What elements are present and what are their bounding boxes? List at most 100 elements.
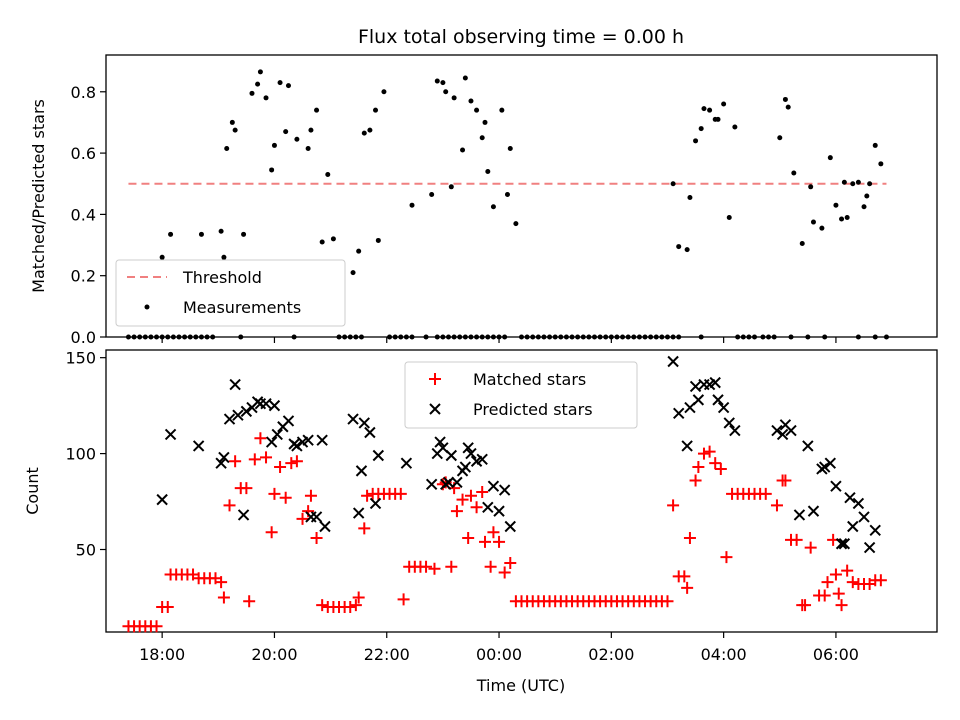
measurement-point — [474, 334, 480, 340]
measurement-points — [125, 69, 889, 340]
predicted-point — [260, 398, 272, 410]
count-y-ticks: 50 100 150 — [65, 349, 106, 560]
matched-point — [394, 487, 407, 500]
measurement-point — [353, 334, 359, 340]
measurement-point — [398, 334, 404, 340]
measurement-point — [423, 334, 429, 340]
matched-point — [217, 591, 230, 604]
measurement-point — [698, 126, 704, 132]
predicted-point — [425, 478, 438, 490]
measurement-point — [440, 334, 446, 340]
measurement-point — [507, 145, 513, 151]
measurement-point — [409, 202, 415, 208]
measurement-point — [347, 334, 353, 340]
matched-point — [874, 574, 887, 587]
matched-point — [420, 560, 433, 573]
measurement-point — [785, 104, 791, 110]
measurement-point — [330, 236, 336, 242]
measurement-point — [603, 334, 609, 340]
predicted-point — [498, 484, 511, 496]
predicted-point — [863, 541, 876, 554]
predicted-point — [852, 497, 865, 510]
measurement-point — [827, 155, 833, 161]
measurement-point — [392, 334, 398, 340]
matched-point — [681, 581, 694, 594]
measurement-point — [653, 334, 659, 340]
measurement-point — [519, 334, 524, 340]
measurement-point — [125, 334, 131, 340]
matched-point — [161, 601, 174, 614]
predicted-point — [358, 417, 370, 429]
matched-point — [714, 462, 727, 475]
measurement-point — [822, 334, 828, 340]
matched-point — [846, 576, 859, 589]
matched-point — [361, 489, 374, 502]
predicted-point — [316, 434, 328, 446]
predicted-point — [215, 457, 227, 469]
predicted-point — [869, 524, 881, 537]
measurement-point — [735, 334, 741, 340]
measurement-point — [535, 334, 541, 340]
matched-point — [779, 474, 792, 487]
matched-legend-label: Matched stars — [473, 370, 586, 389]
measurement-point — [676, 334, 682, 340]
measurement-point — [238, 334, 244, 340]
matched-point — [243, 595, 256, 608]
measurement-point — [381, 89, 387, 95]
measurement-point — [631, 334, 637, 340]
predicted-point — [237, 509, 250, 521]
measurement-point — [137, 334, 143, 340]
count-plot-frame — [105, 349, 938, 633]
predicted-point — [445, 449, 458, 462]
measurement-point — [249, 90, 255, 96]
predicted-point — [824, 457, 837, 469]
matched-point — [832, 587, 845, 600]
measurement-point — [878, 161, 884, 167]
measurement-point — [810, 219, 816, 225]
measurement-point — [271, 142, 277, 148]
measurement-point — [159, 254, 165, 260]
ratio-y-tick-label: 0.6 — [71, 144, 96, 163]
measurement-point — [198, 231, 204, 237]
matched-point — [296, 512, 309, 525]
predicted-point — [223, 413, 236, 425]
matched-point — [829, 568, 842, 581]
measurement-point — [263, 95, 269, 101]
measurement-point — [291, 334, 297, 340]
ratio-panel: 0.00.20.40.60.8 Matched/Predicted stars … — [29, 54, 938, 347]
matched-point — [464, 489, 477, 502]
measurement-point — [861, 204, 867, 210]
predicted-point — [291, 440, 303, 452]
matched-point — [310, 532, 323, 544]
predicted-point — [776, 428, 789, 441]
predicted-point — [723, 417, 735, 429]
predicted-point — [462, 442, 474, 454]
measurement-point — [777, 135, 783, 141]
measurement-point — [580, 334, 586, 340]
predicted-point — [268, 399, 281, 412]
measurement-point — [839, 216, 845, 222]
count-panel: 50 100 150 18:00 20:00 22:00 00:00 02:00 04:00 0… — [23, 349, 938, 695]
predicted-point — [673, 407, 685, 420]
measurement-point — [375, 237, 381, 243]
predicted-point — [667, 355, 679, 368]
measurement-point — [693, 138, 699, 144]
matched-point — [790, 533, 803, 546]
predicted-point — [712, 394, 724, 406]
measurement-point — [387, 334, 393, 340]
measurement-point — [131, 334, 137, 340]
measurement-point — [224, 145, 230, 151]
count-y-tick-label: 50 — [76, 541, 96, 560]
matched-point — [667, 499, 680, 512]
measurement-point — [154, 334, 160, 340]
measurement-point — [805, 334, 811, 340]
measurement-point — [670, 181, 676, 187]
measurement-point — [485, 334, 491, 340]
measurement-point — [864, 193, 870, 199]
matched-point — [476, 485, 489, 498]
measurement-point — [883, 334, 889, 340]
predicted-point — [355, 465, 368, 477]
predicted-point — [838, 538, 851, 550]
count-x-tick-label: 04:00 — [701, 645, 747, 664]
count-x-tick-label: 22:00 — [364, 645, 410, 664]
